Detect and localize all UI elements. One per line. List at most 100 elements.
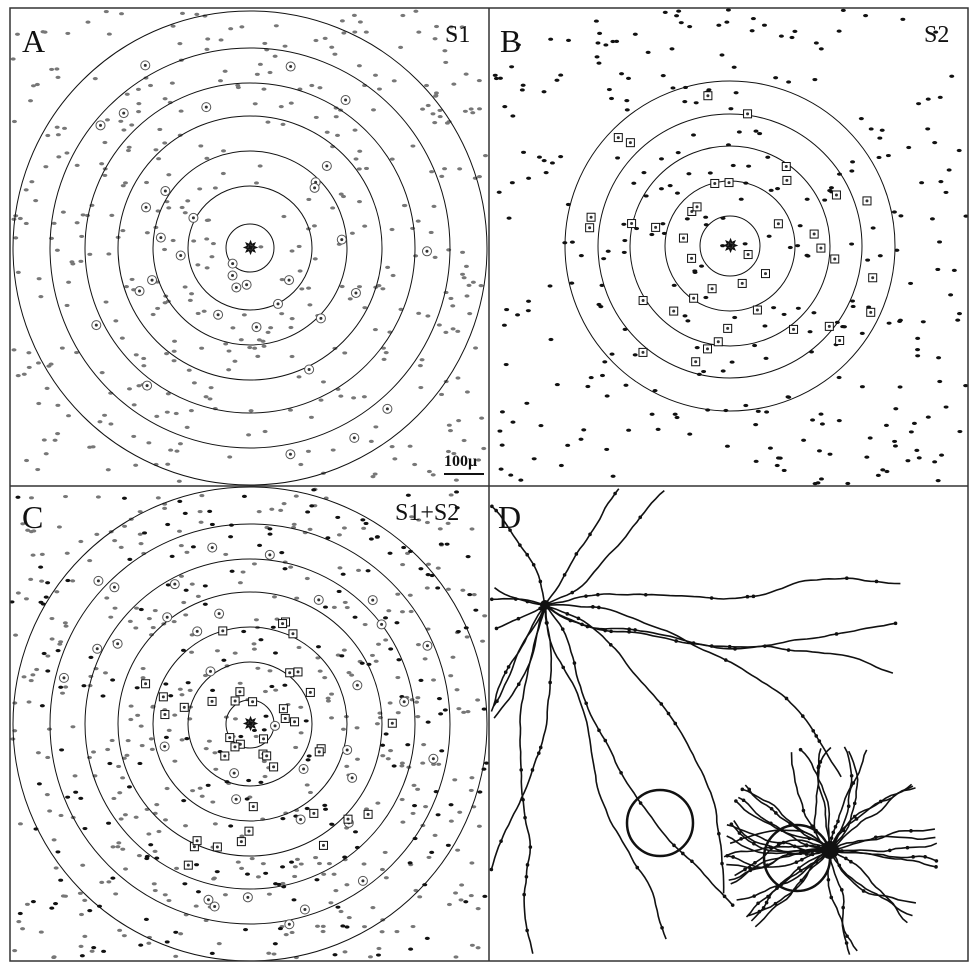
cell xyxy=(213,905,216,908)
cell xyxy=(139,542,144,545)
cell xyxy=(146,384,149,387)
cell xyxy=(390,228,395,231)
cell xyxy=(399,764,404,767)
cell xyxy=(656,428,661,431)
cell xyxy=(414,701,419,704)
cell xyxy=(39,930,44,933)
cell xyxy=(762,324,767,327)
cell xyxy=(915,337,920,340)
cell xyxy=(211,242,216,245)
cell xyxy=(548,338,553,341)
cell xyxy=(375,535,380,538)
cell xyxy=(134,816,139,819)
cell xyxy=(860,385,865,388)
cell xyxy=(456,419,461,422)
cell xyxy=(316,645,321,648)
cell xyxy=(178,688,183,691)
cell xyxy=(40,704,45,707)
cell xyxy=(153,889,158,892)
cell xyxy=(276,883,281,886)
cell xyxy=(845,482,850,485)
cell xyxy=(97,420,102,423)
cell xyxy=(299,731,304,734)
cell xyxy=(897,320,902,323)
cell xyxy=(331,448,336,451)
cell xyxy=(416,312,421,315)
cell xyxy=(110,678,115,681)
cell xyxy=(321,930,326,933)
cell xyxy=(40,553,45,556)
cell xyxy=(342,351,347,354)
cell xyxy=(364,167,369,170)
cell xyxy=(521,151,526,154)
cell xyxy=(43,165,48,168)
cell xyxy=(346,748,349,751)
cell xyxy=(81,213,86,216)
cell xyxy=(202,310,207,313)
cell xyxy=(916,102,921,105)
cell xyxy=(196,595,201,598)
cell xyxy=(685,217,690,220)
cell xyxy=(288,408,293,411)
cell xyxy=(661,74,666,77)
cell xyxy=(165,411,170,414)
cell xyxy=(396,658,401,661)
cell xyxy=(418,386,423,389)
cell xyxy=(383,638,388,641)
cell xyxy=(148,84,153,87)
cell xyxy=(257,510,262,513)
cell xyxy=(432,121,437,124)
cell xyxy=(520,88,525,91)
cell xyxy=(569,282,574,285)
cell xyxy=(619,72,624,75)
cell xyxy=(309,691,312,694)
cell xyxy=(321,925,326,928)
cell xyxy=(253,102,258,105)
cell xyxy=(11,57,16,60)
cell xyxy=(292,875,297,878)
cell xyxy=(464,73,469,76)
cell xyxy=(764,272,767,275)
cell xyxy=(307,754,312,757)
cell xyxy=(400,610,405,613)
cell xyxy=(565,444,570,447)
cell xyxy=(196,630,199,633)
cell xyxy=(357,285,362,288)
cell xyxy=(360,518,365,521)
cell xyxy=(449,803,454,806)
cell xyxy=(258,63,263,66)
cell xyxy=(450,304,455,307)
cell xyxy=(448,674,453,677)
cell xyxy=(45,669,50,672)
cell xyxy=(93,77,98,80)
cell xyxy=(482,895,487,898)
cell xyxy=(22,675,27,678)
cell xyxy=(262,42,267,45)
cell xyxy=(938,180,943,183)
cell xyxy=(70,725,75,728)
cell xyxy=(291,632,294,635)
cell xyxy=(141,676,146,679)
cell xyxy=(91,750,96,753)
cell xyxy=(423,805,428,808)
cell xyxy=(426,644,429,647)
cell xyxy=(37,782,42,785)
cell xyxy=(732,316,737,319)
cell xyxy=(307,303,312,306)
cell xyxy=(189,651,194,654)
cell xyxy=(190,789,195,792)
cell xyxy=(261,862,266,865)
cell xyxy=(427,470,432,473)
cell xyxy=(281,123,286,126)
cell xyxy=(687,433,692,436)
cell xyxy=(323,605,328,608)
cell xyxy=(789,36,794,39)
cell xyxy=(153,850,158,853)
cell xyxy=(64,151,69,154)
cell xyxy=(786,395,791,398)
cell xyxy=(166,173,171,176)
cell xyxy=(351,396,356,399)
cell xyxy=(249,409,254,412)
cell xyxy=(289,861,294,864)
cell xyxy=(344,883,349,886)
